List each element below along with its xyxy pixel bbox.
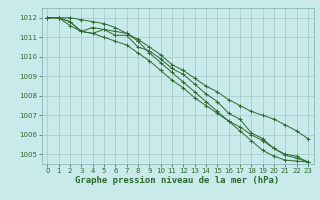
X-axis label: Graphe pression niveau de la mer (hPa): Graphe pression niveau de la mer (hPa): [76, 176, 280, 185]
